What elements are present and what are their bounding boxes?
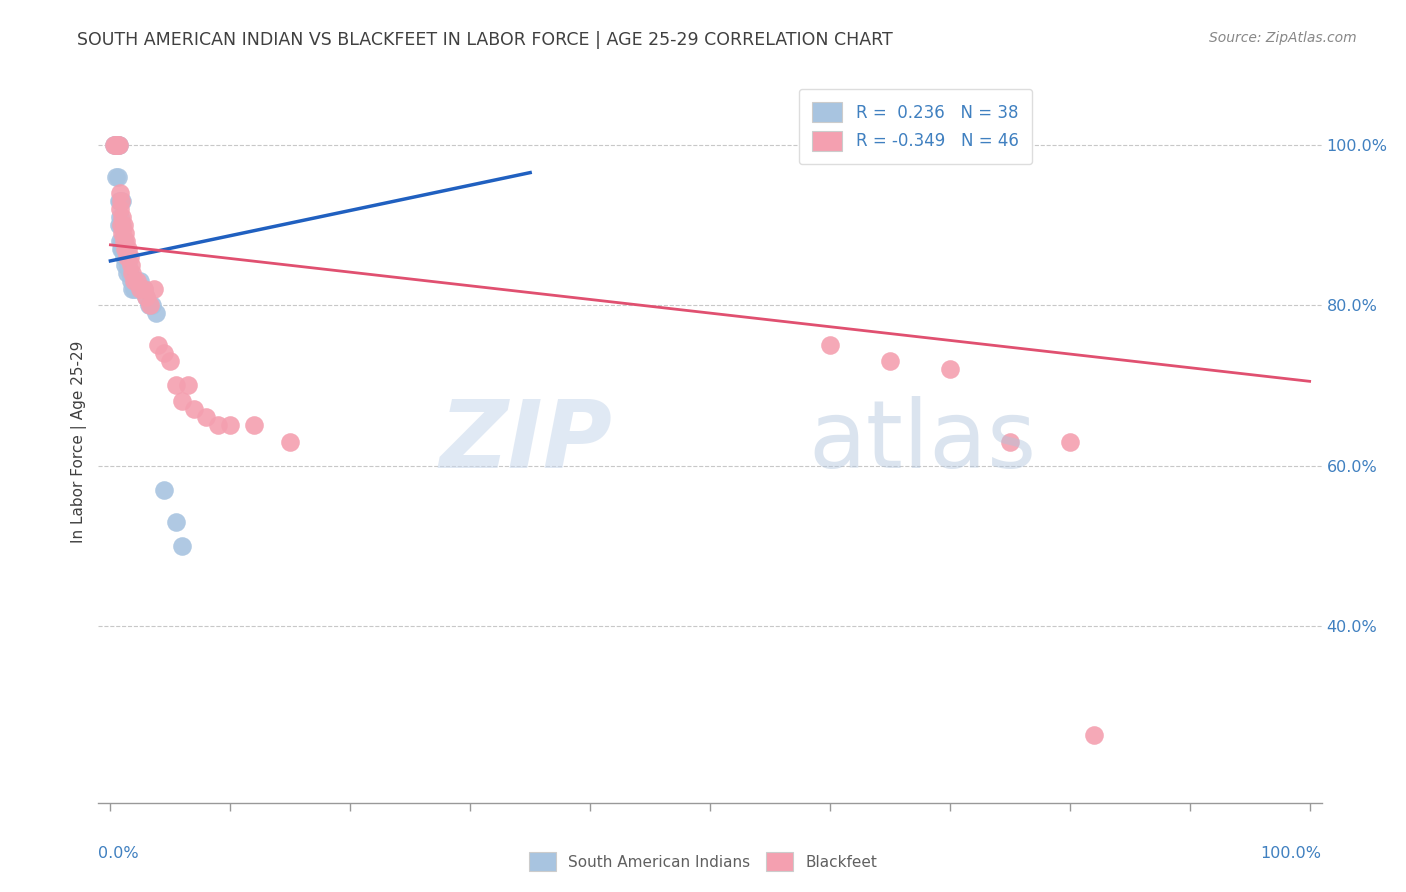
Point bbox=[105, 169, 128, 184]
Point bbox=[103, 137, 125, 152]
Point bbox=[114, 242, 136, 256]
Point bbox=[1083, 728, 1105, 742]
Point bbox=[129, 274, 152, 288]
Point bbox=[108, 202, 131, 216]
Point bbox=[117, 258, 139, 272]
Point bbox=[135, 290, 157, 304]
Point bbox=[165, 378, 187, 392]
Point bbox=[107, 137, 129, 152]
Point bbox=[112, 234, 135, 248]
Point bbox=[105, 137, 128, 152]
Point bbox=[165, 515, 187, 529]
Point bbox=[153, 483, 176, 497]
Text: Source: ZipAtlas.com: Source: ZipAtlas.com bbox=[1209, 31, 1357, 45]
Point bbox=[110, 242, 132, 256]
Point bbox=[1059, 434, 1081, 449]
Point bbox=[138, 298, 160, 312]
Point bbox=[125, 282, 148, 296]
Point bbox=[120, 258, 142, 272]
Point bbox=[108, 186, 131, 200]
Point bbox=[111, 194, 134, 208]
Point bbox=[135, 290, 157, 304]
Point bbox=[121, 282, 143, 296]
Point bbox=[111, 234, 134, 248]
Point bbox=[115, 266, 138, 280]
Point bbox=[110, 218, 132, 232]
Point bbox=[121, 266, 143, 280]
Point bbox=[112, 234, 135, 248]
Point bbox=[879, 354, 901, 368]
Point bbox=[120, 274, 142, 288]
Text: 100.0%: 100.0% bbox=[1261, 847, 1322, 861]
Point bbox=[114, 226, 136, 240]
Point bbox=[125, 274, 148, 288]
Point bbox=[243, 418, 266, 433]
Point bbox=[219, 418, 242, 433]
Point bbox=[177, 378, 200, 392]
Point bbox=[195, 410, 218, 425]
Point bbox=[115, 250, 138, 264]
Point bbox=[115, 234, 138, 248]
Point bbox=[132, 282, 155, 296]
Point bbox=[105, 137, 128, 152]
Point bbox=[153, 346, 176, 360]
Point bbox=[114, 242, 136, 256]
Point bbox=[172, 394, 194, 409]
Point bbox=[111, 218, 134, 232]
Point bbox=[183, 402, 205, 417]
Point bbox=[998, 434, 1021, 449]
Point bbox=[117, 242, 139, 256]
Point bbox=[132, 282, 155, 296]
Point bbox=[118, 266, 141, 280]
Point bbox=[108, 194, 129, 208]
Point bbox=[139, 298, 162, 312]
Legend: South American Indians, Blackfeet: South American Indians, Blackfeet bbox=[523, 847, 883, 877]
Point bbox=[939, 362, 962, 376]
Point bbox=[172, 539, 194, 553]
Text: SOUTH AMERICAN INDIAN VS BLACKFEET IN LABOR FORCE | AGE 25-29 CORRELATION CHART: SOUTH AMERICAN INDIAN VS BLACKFEET IN LA… bbox=[77, 31, 893, 49]
Legend: R =  0.236   N = 38, R = -0.349   N = 46: R = 0.236 N = 38, R = -0.349 N = 46 bbox=[799, 88, 1032, 164]
Point bbox=[108, 137, 129, 152]
Point bbox=[108, 137, 129, 152]
Point bbox=[110, 218, 132, 232]
Point bbox=[110, 194, 132, 208]
Text: atlas: atlas bbox=[808, 395, 1036, 488]
Point bbox=[103, 137, 125, 152]
Y-axis label: In Labor Force | Age 25-29: In Labor Force | Age 25-29 bbox=[72, 341, 87, 542]
Point bbox=[108, 218, 129, 232]
Point bbox=[124, 274, 146, 288]
Point bbox=[108, 210, 131, 224]
Point bbox=[141, 298, 163, 312]
Point bbox=[115, 250, 138, 264]
Point bbox=[114, 258, 136, 272]
Point bbox=[111, 242, 134, 256]
Point bbox=[107, 137, 129, 152]
Point bbox=[207, 418, 229, 433]
Point bbox=[111, 210, 134, 224]
Point bbox=[108, 234, 131, 248]
Point bbox=[145, 306, 167, 320]
Point bbox=[112, 250, 135, 264]
Point bbox=[278, 434, 301, 449]
Point bbox=[148, 338, 170, 352]
Point bbox=[124, 282, 146, 296]
Text: 0.0%: 0.0% bbox=[98, 847, 139, 861]
Point bbox=[107, 169, 129, 184]
Point bbox=[142, 282, 165, 296]
Point bbox=[159, 354, 181, 368]
Point bbox=[111, 226, 134, 240]
Text: ZIP: ZIP bbox=[439, 395, 612, 488]
Point bbox=[129, 282, 152, 296]
Point bbox=[112, 218, 135, 232]
Point bbox=[108, 194, 131, 208]
Point bbox=[118, 250, 141, 264]
Point bbox=[104, 137, 127, 152]
Point bbox=[818, 338, 841, 352]
